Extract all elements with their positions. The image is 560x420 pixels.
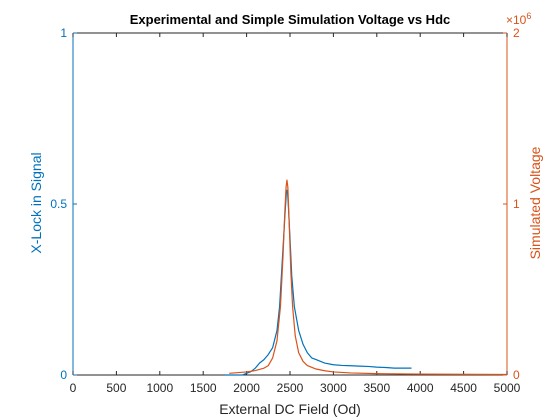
right-y-axis-label: Simulated Voltage (527, 146, 543, 259)
right-axis-exponent: ×106 (506, 11, 531, 27)
x-tick-label: 2500 (277, 381, 304, 395)
left-y-axis-label: X-Lock in Signal (28, 152, 44, 253)
x-tick-label: 4000 (407, 381, 434, 395)
x-tick-label: 500 (106, 381, 126, 395)
x-tick-label: 1000 (146, 381, 173, 395)
lock-in-signal-line (224, 189, 412, 376)
chart-title: Experimental and Simple Simulation Volta… (130, 12, 451, 27)
x-tick-label: 4500 (450, 381, 477, 395)
series-layer (224, 179, 508, 376)
x-tick-label: 3500 (363, 381, 390, 395)
x-tick-label: 1500 (190, 381, 217, 395)
x-tick-label: 5000 (494, 381, 521, 395)
exponent-multiplier: ×10 (506, 13, 527, 27)
simulated-voltage-line (229, 179, 508, 376)
x-axis-ticks: 0 500 1000 1500 2000 2500 3000 3500 4000 4500 5000 (70, 33, 521, 395)
left-y-axis-ticks: 00.51 (50, 26, 77, 382)
x-tick-label: 0 (70, 381, 77, 395)
x-tick-label: 2000 (233, 381, 260, 395)
exponent-power: 6 (526, 11, 531, 21)
left-y-tick-label: 1 (60, 26, 67, 40)
right-y-tick-label: 0 (513, 368, 520, 382)
right-y-tick-label: 2 (513, 26, 520, 40)
x-axis-label: External DC Field (Od) (219, 401, 361, 417)
svg-text:×106: ×106 (506, 11, 531, 27)
x-tick-label: 3000 (320, 381, 347, 395)
right-y-tick-label: 1 (513, 197, 520, 211)
left-y-tick-label: 0.5 (50, 197, 67, 211)
left-y-tick-label: 0 (60, 368, 67, 382)
